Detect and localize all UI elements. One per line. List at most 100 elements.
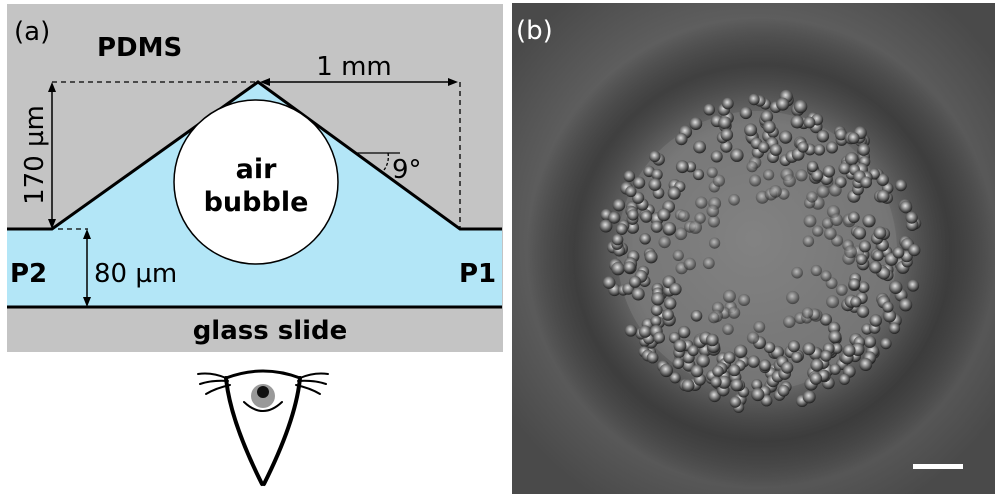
particle (707, 215, 720, 228)
particle (673, 339, 687, 353)
arrowhead (83, 297, 91, 307)
channel-dimension-label: 80 µm (94, 259, 177, 289)
particle (675, 160, 689, 174)
particle (659, 363, 673, 378)
particle (706, 166, 718, 178)
particle (608, 211, 621, 224)
particle (762, 120, 776, 134)
particle (696, 354, 710, 368)
port-p2-label: P2 (10, 259, 47, 289)
particle (831, 342, 843, 354)
particle (828, 330, 842, 344)
particle (692, 168, 705, 181)
particle (712, 365, 724, 377)
particle (853, 226, 867, 240)
particle (722, 289, 736, 303)
port-p1-label: P1 (459, 259, 496, 289)
particle (664, 297, 677, 310)
particle (859, 358, 873, 371)
particle (717, 375, 731, 389)
particle (722, 323, 734, 335)
particle (639, 233, 651, 245)
particle (703, 103, 715, 116)
particle (681, 379, 695, 392)
particle (787, 340, 800, 353)
particle (611, 261, 625, 276)
particle (795, 169, 808, 182)
particle (869, 260, 882, 274)
particle (646, 351, 659, 364)
particle (883, 309, 897, 323)
particle (769, 143, 782, 156)
particle (828, 183, 842, 197)
particle (803, 214, 817, 228)
particle (677, 325, 691, 339)
particle (899, 298, 913, 312)
arrowhead (48, 82, 56, 92)
angle-arc (383, 152, 389, 171)
particle (779, 130, 793, 144)
height-dimension-label: 170 µm (20, 105, 50, 205)
particle (826, 295, 840, 309)
scale-bar (913, 464, 963, 469)
panel-a-label: (a) (14, 17, 50, 47)
particle (693, 140, 706, 154)
particle (848, 211, 860, 224)
particle (667, 186, 681, 200)
particle (653, 331, 665, 344)
particle (669, 372, 681, 384)
particle (857, 143, 870, 156)
particle (720, 140, 733, 153)
particle (829, 363, 841, 375)
particle (626, 221, 640, 234)
particle (638, 325, 652, 338)
particle (907, 279, 920, 292)
particle (777, 384, 790, 397)
particle (677, 210, 690, 222)
particle (710, 150, 723, 163)
particle (838, 162, 851, 175)
particle (728, 194, 740, 206)
particle (858, 240, 871, 253)
particle (802, 390, 816, 404)
particle (746, 331, 760, 344)
particle (729, 396, 741, 408)
particle (753, 321, 766, 333)
particle (783, 315, 796, 328)
particle (842, 344, 856, 357)
particle (672, 249, 684, 261)
particle (708, 312, 720, 324)
particle (806, 191, 818, 203)
particle (830, 213, 843, 226)
particle (802, 342, 816, 356)
particle (730, 148, 744, 162)
particle (612, 198, 626, 212)
particle (669, 282, 682, 296)
particle (728, 306, 741, 319)
particle (776, 97, 790, 111)
particle (873, 226, 887, 240)
particle (747, 355, 760, 368)
particle (759, 359, 771, 372)
particle (694, 212, 706, 224)
particle-cluster (599, 89, 922, 413)
particle (728, 364, 741, 377)
particle (599, 219, 613, 233)
particle (602, 276, 616, 289)
particle (769, 185, 782, 198)
width-dimension-label: 1 mm (316, 52, 391, 82)
particle (797, 141, 809, 153)
particle (793, 99, 808, 114)
particle (615, 223, 628, 235)
particle (882, 301, 894, 313)
particle (695, 196, 708, 209)
particle (763, 341, 776, 354)
bubble-label-bubble: bubble (204, 187, 309, 218)
particle (675, 133, 688, 146)
particle (905, 211, 918, 224)
particle (838, 373, 850, 385)
particle (688, 220, 702, 234)
particle (623, 170, 636, 182)
particle (816, 184, 830, 198)
particle (723, 351, 736, 364)
